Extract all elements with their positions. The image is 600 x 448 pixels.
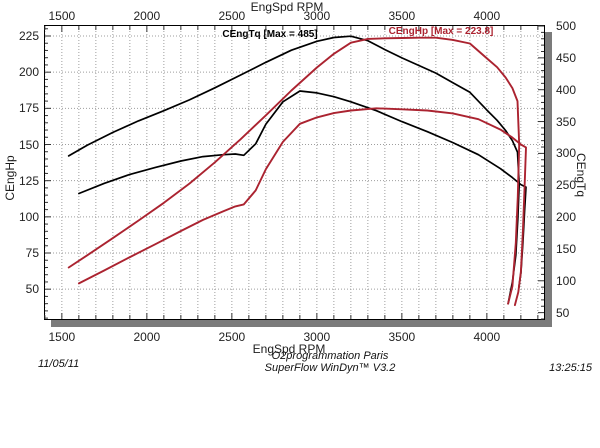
footer-date: 11/05/11	[38, 358, 80, 370]
left-tick-label: 100	[18, 209, 39, 224]
right-tick-label: 200	[556, 210, 577, 225]
right-tick-label: 350	[556, 114, 577, 129]
top-tick-label: 2500	[218, 9, 246, 23]
footer-software-version: SuperFlow WinDyn™ V3.2	[264, 362, 396, 374]
annotation-cengtq-max: CEngTq [Max = 485]	[222, 29, 318, 40]
chart-canvas	[44, 25, 545, 320]
top-tick-label: 4000	[473, 9, 501, 23]
bottom-tick-label: 3500	[388, 330, 416, 344]
curve-cengtq-1	[78, 90, 527, 289]
left-tick-label: 150	[18, 137, 39, 152]
bottom-tick-label: 2500	[218, 330, 246, 344]
top-tick-label: 3000	[303, 9, 331, 23]
bottom-tick-label: 3000	[303, 330, 331, 344]
top-tick-label: 3500	[388, 9, 416, 23]
footer-shop-name: O2programmation Paris	[271, 350, 389, 362]
footer-time: 13:25:15	[549, 362, 592, 374]
curve-cengtq-0	[67, 35, 521, 305]
right-tick-label: 300	[556, 146, 577, 161]
bottom-tick-label: 1500	[48, 330, 76, 344]
right-tick-label: 250	[556, 178, 577, 193]
top-tick-label: 2000	[133, 9, 161, 23]
left-tick-label: 50	[25, 282, 39, 297]
left-tick-label: 225	[18, 28, 39, 43]
bottom-tick-label: 2000	[133, 330, 161, 344]
left-tick-label: 75	[25, 246, 39, 260]
right-tick-label: 450	[556, 50, 577, 65]
left-tick-label: 125	[18, 173, 39, 188]
left-tick-label: 175	[18, 101, 39, 116]
top-axis-title: EngSpd RPM	[250, 0, 324, 14]
right-tick-label: 400	[556, 82, 577, 97]
right-tick-label: 50	[556, 305, 570, 320]
right-axis-title: CEngTq	[574, 152, 588, 198]
left-tick-label: 200	[18, 65, 39, 80]
curve-cenghp-2	[67, 36, 521, 305]
curve-cenghp-3	[77, 107, 527, 307]
top-tick-label: 1500	[48, 9, 76, 23]
right-tick-label: 500	[556, 19, 577, 34]
annotation-cenghp-max: CEngHp [Max = 223.8]	[388, 26, 494, 37]
plot-area	[44, 25, 545, 320]
plot-frame	[44, 25, 545, 320]
right-tick-label: 150	[556, 241, 577, 256]
bottom-tick-label: 4000	[473, 330, 501, 344]
bottom-axis-title: EngSpd RPM	[252, 342, 326, 356]
right-tick-label: 100	[556, 273, 577, 288]
